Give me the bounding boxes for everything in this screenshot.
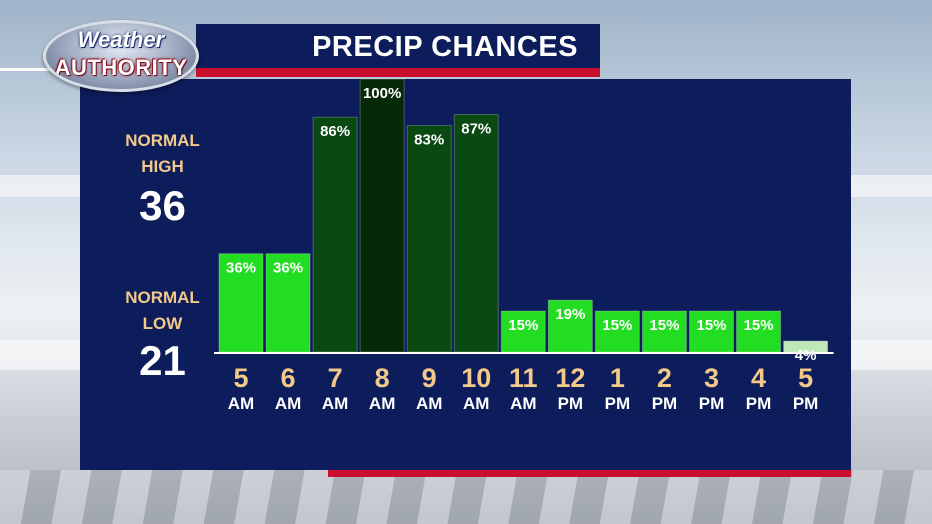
- normal-high-value: 36: [139, 182, 186, 229]
- x-tick-period-4: AM: [416, 394, 442, 413]
- normal-low-label-line1: NORMAL: [125, 288, 200, 307]
- bar-8: [594, 310, 640, 353]
- x-tick-period-5: AM: [463, 394, 489, 413]
- bar-4: [406, 124, 452, 353]
- chart-title: PRECIP CHANCES: [196, 24, 600, 70]
- background-stage: [0, 470, 932, 524]
- logo-line-1: Weather: [77, 27, 165, 52]
- bar-9: [641, 310, 687, 353]
- x-tick-period-0: AM: [228, 394, 254, 413]
- bar-value-label-3: 100%: [363, 85, 401, 102]
- normal-high-label-line2: HIGH: [141, 157, 184, 176]
- bar-1: [265, 253, 311, 353]
- header-rule: [0, 68, 60, 71]
- bar-2: [312, 116, 358, 353]
- x-tick-period-9: PM: [652, 394, 678, 413]
- x-tick-hour-7: 12: [555, 363, 585, 393]
- bar-11: [736, 310, 782, 353]
- bar-10: [689, 310, 734, 353]
- x-tick-period-2: AM: [322, 394, 348, 413]
- x-tick-hour-11: 4: [751, 363, 766, 393]
- panel-bottom-accent: [328, 470, 851, 477]
- x-tick-period-7: PM: [558, 394, 584, 413]
- bar-value-label-4: 83%: [414, 131, 444, 148]
- x-tick-hour-1: 6: [281, 363, 296, 393]
- bar-value-label-2: 86%: [320, 123, 350, 140]
- bar-value-label-6: 15%: [508, 317, 538, 334]
- bar-value-label-12: 4%: [795, 347, 817, 364]
- x-tick-period-1: AM: [275, 394, 301, 413]
- bar-7: [547, 299, 593, 353]
- x-tick-hour-0: 5: [233, 363, 248, 393]
- bar-value-label-10: 15%: [696, 317, 726, 334]
- x-tick-period-12: PM: [793, 394, 819, 413]
- x-tick-period-3: AM: [369, 394, 395, 413]
- x-tick-hour-4: 9: [422, 363, 437, 393]
- x-tick-period-11: PM: [746, 394, 772, 413]
- x-tick-hour-8: 1: [610, 363, 625, 393]
- x-tick-hour-10: 3: [704, 363, 719, 393]
- bar-value-label-8: 15%: [602, 317, 632, 334]
- weather-authority-logo: Weather AUTHORITY: [43, 20, 199, 92]
- x-tick-hour-6: 11: [509, 363, 538, 393]
- x-tick-period-6: AM: [510, 394, 536, 413]
- x-tick-hour-9: 2: [657, 363, 672, 393]
- bar-5: [453, 113, 499, 353]
- x-tick-period-8: PM: [605, 394, 631, 413]
- x-tick-hour-3: 8: [375, 363, 390, 393]
- bar-value-label-9: 15%: [649, 317, 679, 334]
- bar-value-label-0: 36%: [226, 260, 256, 277]
- bar-3: [359, 78, 405, 353]
- x-tick-period-10: PM: [699, 394, 725, 413]
- bar-value-label-1: 36%: [273, 260, 303, 277]
- x-tick-hour-12: 5: [798, 363, 813, 393]
- bar-6: [500, 310, 546, 353]
- logo-line-2: AUTHORITY: [54, 55, 188, 80]
- bar-value-label-7: 19%: [555, 306, 585, 323]
- x-tick-hour-2: 7: [328, 363, 343, 393]
- normal-high-label-line1: NORMAL: [125, 131, 200, 150]
- x-tick-hour-5: 10: [461, 363, 491, 393]
- normal-low-value: 21: [139, 337, 186, 384]
- bar-value-label-11: 15%: [744, 317, 774, 334]
- title-underline: [196, 68, 600, 77]
- bar-value-label-5: 87%: [461, 120, 491, 137]
- normal-low-label-line2: LOW: [142, 314, 183, 333]
